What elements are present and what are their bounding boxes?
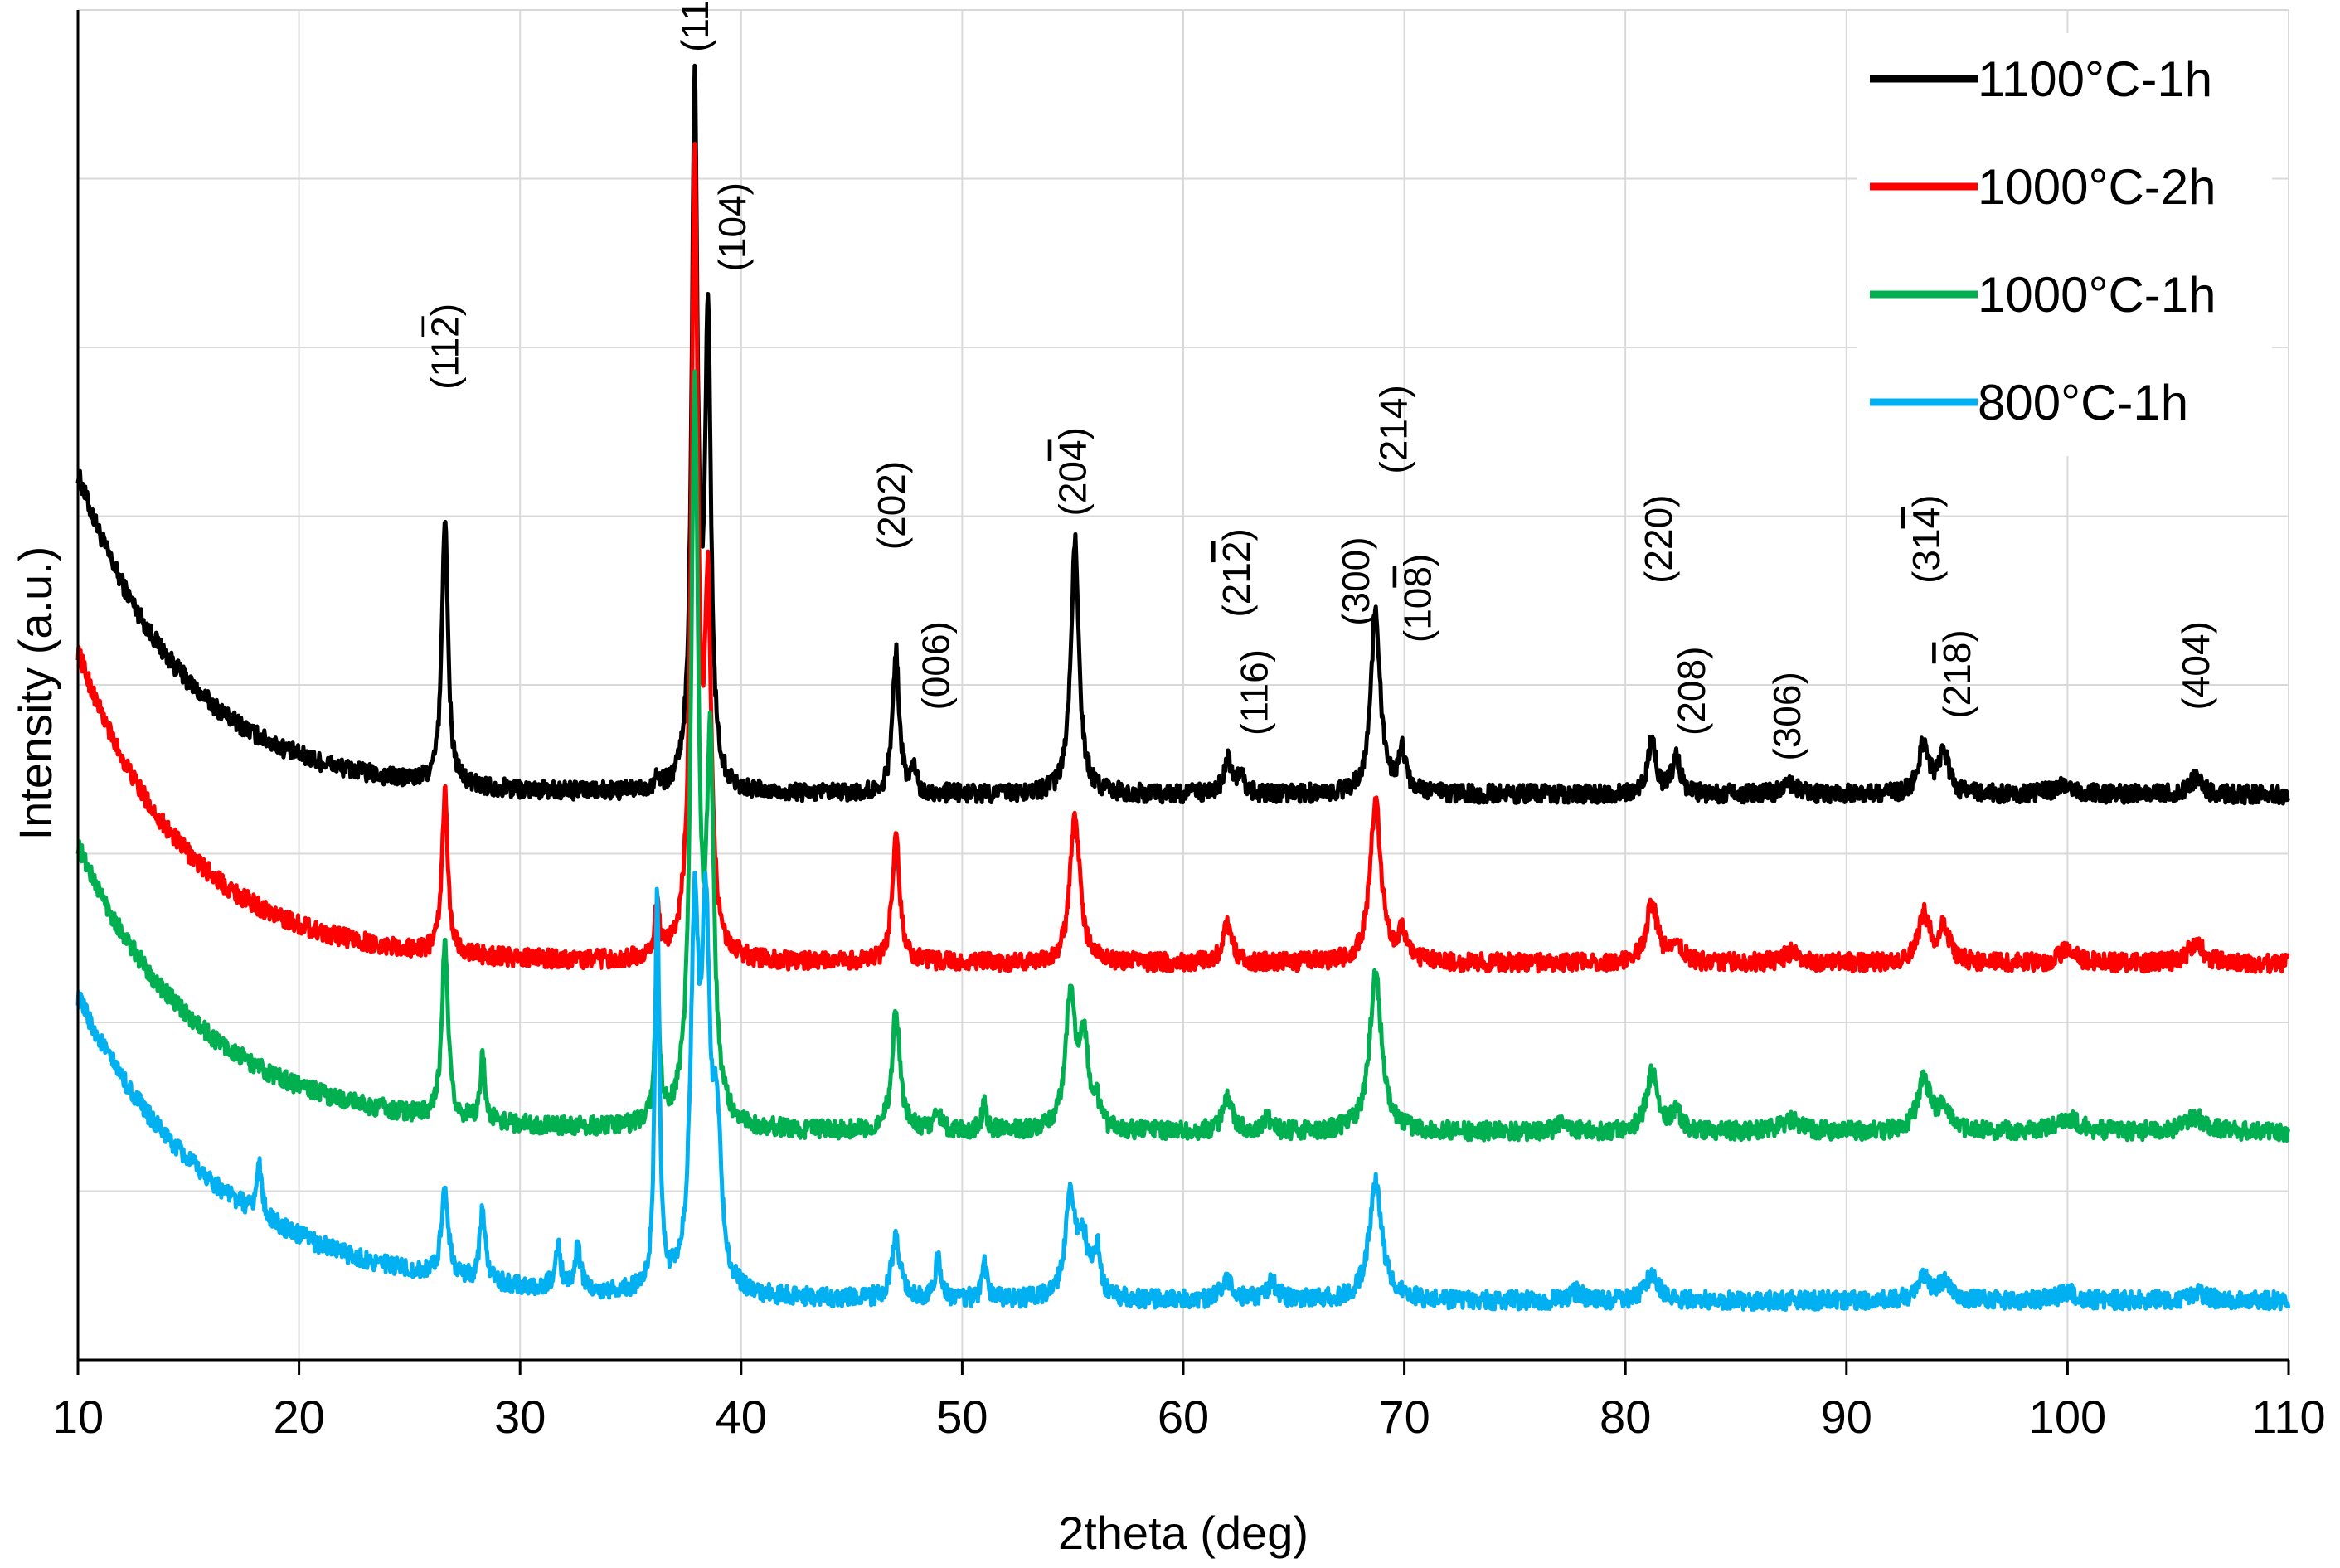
- peak-label-11: (220): [1637, 495, 1680, 584]
- x-tick-label-9: 100: [2029, 1391, 2106, 1443]
- peak-label-close: ): [1905, 494, 1948, 507]
- peak-label-close: ): [1396, 554, 1439, 566]
- series-line-2: [75, 369, 2291, 1143]
- peak-label-text: (31: [1905, 528, 1948, 583]
- axes: [76, 10, 2290, 1375]
- legend-label-0: 1100°C-1h: [1978, 51, 2212, 107]
- peak-label-text: (104): [711, 182, 754, 271]
- peak-label-6: (116): [1232, 649, 1275, 735]
- peak-label-15: (218): [1935, 629, 1978, 718]
- peak-label-text: (208): [1670, 647, 1713, 735]
- peak-label-10: (108): [1396, 554, 1439, 643]
- x-tick-label-7: 80: [1600, 1391, 1651, 1443]
- peak-label-5: (204): [1051, 427, 1095, 516]
- x-tick-label-0: 10: [52, 1391, 104, 1443]
- legend: 1100°C-1h 1000°C-2h 1000°C-1h 800°C-1h: [1857, 33, 2272, 456]
- y-axis-title: Intensity (a.u.): [9, 546, 61, 841]
- peak-label-text: (116): [1232, 649, 1275, 735]
- peak-label-close: ): [1051, 427, 1095, 439]
- peak-label-overline-digit: 8: [1396, 566, 1439, 588]
- peak-label-4: (006): [914, 621, 957, 710]
- peak-label-text: (11: [424, 337, 467, 390]
- peak-label-text: (306): [1765, 672, 1808, 760]
- peak-label-overline-digit: 4: [1905, 507, 1948, 529]
- peak-label-text: (006): [914, 621, 957, 710]
- legend-label-3: 800°C-1h: [1978, 375, 2188, 430]
- peak-label-12: (208): [1670, 647, 1713, 735]
- peak-label-text: (10: [1396, 588, 1439, 643]
- peak-label-9: (214): [1371, 385, 1415, 473]
- x-tick-label-5: 60: [1158, 1391, 1209, 1443]
- peak-label-text: (21: [1215, 562, 1258, 617]
- peak-label-3: (202): [870, 461, 913, 550]
- peak-label-overline-digit: 2: [424, 316, 467, 337]
- peak-label-text: (214): [1371, 385, 1415, 473]
- x-tick-label-1: 20: [273, 1391, 324, 1443]
- x-tick-label-2: 30: [494, 1391, 546, 1443]
- peak-label-text: (404): [2174, 621, 2217, 710]
- peak-label-16: (404): [2174, 621, 2217, 710]
- peak-label-text: (21: [1935, 663, 1978, 718]
- peak-label-8: (300): [1334, 536, 1377, 625]
- legend-box: [1857, 33, 2272, 456]
- peak-label-1: (110): [673, 0, 716, 52]
- legend-label-2: 1000°C-1h: [1978, 267, 2216, 323]
- peak-label-14: (314): [1905, 494, 1948, 583]
- x-tick-label-4: 50: [936, 1391, 988, 1443]
- x-tick-label-8: 90: [1821, 1391, 1872, 1443]
- peak-label-close: ): [1935, 629, 1978, 642]
- x-tick-label-3: 40: [716, 1391, 767, 1443]
- series-line-0: [75, 63, 2291, 806]
- peak-label-0: (112): [424, 303, 467, 390]
- legend-label-1: 1000°C-2h: [1978, 159, 2216, 215]
- peak-label-overline-digit: 8: [1935, 643, 1978, 664]
- peak-label-close: ): [424, 303, 467, 316]
- peak-label-overline-digit: 4: [1051, 439, 1095, 461]
- peak-label-text: (300): [1334, 536, 1377, 625]
- peak-label-text: (202): [870, 461, 913, 550]
- peak-label-close: ): [1215, 528, 1258, 541]
- x-tick-label-10: 110: [2251, 1391, 2325, 1443]
- series-line-3: [75, 870, 2291, 1312]
- x-tick-labels: 10 20 30 40 50 60 70 80 90 100 110: [52, 1391, 2326, 1443]
- peak-label-13: (306): [1765, 672, 1808, 760]
- peak-label-text: (220): [1637, 495, 1680, 584]
- x-tick-label-6: 70: [1378, 1391, 1430, 1443]
- peak-annotations: (112)(110)(104)(202)(006)(204)(116)(212)…: [424, 0, 2217, 761]
- series-group: [75, 63, 2291, 1312]
- series-line-1: [75, 142, 2290, 974]
- peak-label-2: (104): [711, 182, 754, 271]
- peak-label-7: (212): [1215, 528, 1258, 617]
- x-axis-title: 2theta (deg): [1058, 1507, 1308, 1559]
- peak-label-text: (20: [1051, 461, 1095, 516]
- peak-label-overline-digit: 2: [1215, 541, 1258, 563]
- peak-label-text: (110): [673, 0, 716, 52]
